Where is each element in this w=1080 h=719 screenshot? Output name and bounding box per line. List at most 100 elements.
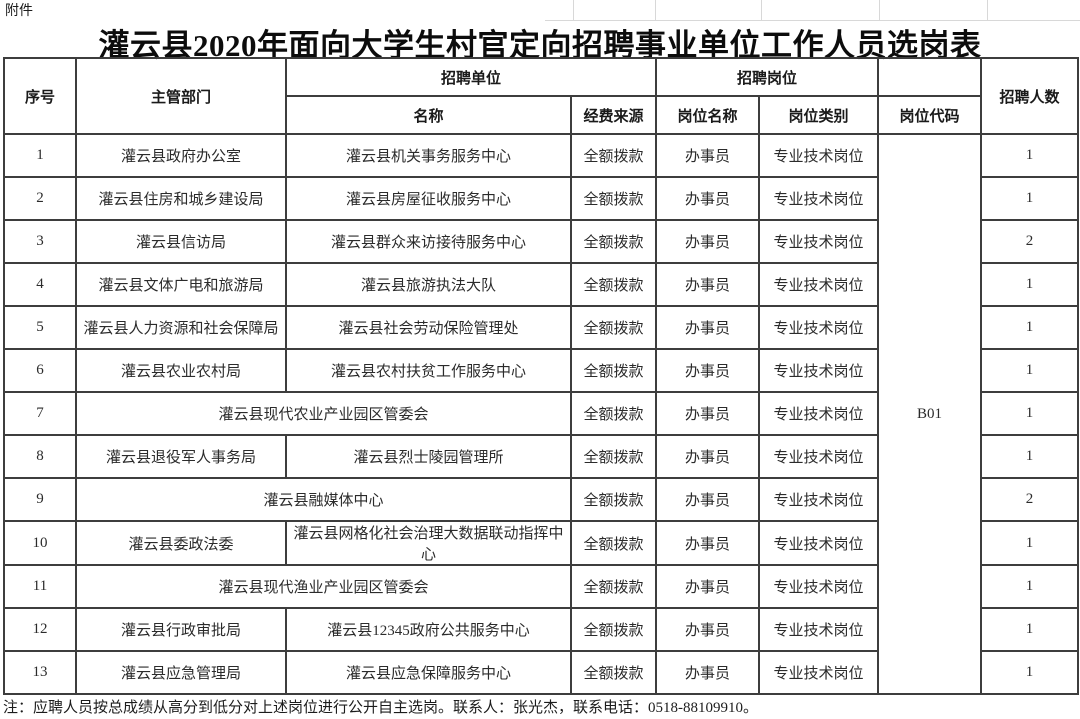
post-cell: 办事员 <box>655 219 761 264</box>
header-post-name: 岗位名称 <box>655 95 761 135</box>
table-row: 5 灌云县人力资源和社会保障局 灌云县社会劳动保险管理处 全额拨款 办事员 专业… <box>3 305 1080 350</box>
unit-cell: 灌云县群众来访接待服务中心 <box>285 219 572 264</box>
fund-cell: 全额拨款 <box>569 607 658 652</box>
category-cell: 专业技术岗位 <box>758 650 880 695</box>
post-cell: 办事员 <box>655 391 761 436</box>
count-cell: 1 <box>980 133 1080 178</box>
dept-cell: 灌云县文体广电和旅游局 <box>75 262 287 307</box>
table-row: 8 灌云县退役军人事务局 灌云县烈士陵园管理所 全额拨款 办事员 专业技术岗位 … <box>3 434 1080 479</box>
header-post-group: 招聘岗位 <box>655 57 880 97</box>
header-unit-name: 名称 <box>285 95 572 135</box>
fund-cell: 全额拨款 <box>569 133 658 178</box>
dept-cell: 灌云县委政法委 <box>75 520 287 566</box>
count-cell: 2 <box>980 219 1080 264</box>
gridline-vertical <box>987 0 988 20</box>
table-row: 2 灌云县住房和城乡建设局 灌云县房屋征收服务中心 全额拨款 办事员 专业技术岗… <box>3 176 1080 221</box>
unit-cell: 灌云县网格化社会治理大数据联动指挥中心 <box>285 520 572 566</box>
header-row-1: 序号 主管部门 招聘单位 招聘岗位 招聘人数 <box>3 57 1080 135</box>
post-cell: 办事员 <box>655 520 761 566</box>
category-cell: 专业技术岗位 <box>758 477 880 522</box>
gridline-vertical <box>879 0 880 20</box>
row-number-cell: 8 <box>3 434 77 479</box>
unit-cell: 灌云县房屋征收服务中心 <box>285 176 572 221</box>
fund-cell: 全额拨款 <box>569 305 658 350</box>
count-cell: 1 <box>980 348 1080 393</box>
gridline-vertical <box>655 0 656 20</box>
row-number-cell: 10 <box>3 520 77 566</box>
unit-cell: 灌云县机关事务服务中心 <box>285 133 572 178</box>
table-row: 1 灌云县政府办公室 灌云县机关事务服务中心 全额拨款 办事员 专业技术岗位 B… <box>3 133 1080 695</box>
table-row: 11 灌云县现代渔业产业园区管委会 全额拨款 办事员 专业技术岗位 1 <box>3 564 1080 609</box>
category-cell: 专业技术岗位 <box>758 305 880 350</box>
row-number-cell: 12 <box>3 607 77 652</box>
count-cell: 2 <box>980 477 1080 522</box>
fund-cell: 全额拨款 <box>569 650 658 695</box>
gridline-vertical <box>573 0 574 20</box>
header-row-2: 名称 经费来源 岗位名称 岗位类别 岗位代码 <box>4 95 1078 135</box>
category-cell: 专业技术岗位 <box>758 348 880 393</box>
gridline-horizontal <box>545 20 1080 21</box>
post-cell: 办事员 <box>655 564 761 609</box>
category-cell: 专业技术岗位 <box>758 133 880 178</box>
row-number-cell: 9 <box>3 477 77 522</box>
fund-cell: 全额拨款 <box>569 564 658 609</box>
dept-cell: 灌云县政府办公室 <box>75 133 287 178</box>
post-cell: 办事员 <box>655 305 761 350</box>
row-number-cell: 6 <box>3 348 77 393</box>
fund-cell: 全额拨款 <box>569 262 658 307</box>
unit-cell: 灌云县社会劳动保险管理处 <box>285 305 572 350</box>
category-cell: 专业技术岗位 <box>758 262 880 307</box>
dept-cell: 灌云县信访局 <box>75 219 287 264</box>
dept-unit-merged-cell: 灌云县现代渔业产业园区管委会 <box>75 564 572 609</box>
row-number-cell: 7 <box>3 391 77 436</box>
category-cell: 专业技术岗位 <box>758 520 880 566</box>
table-row: 7 灌云县现代农业产业园区管委会 全额拨款 办事员 专业技术岗位 1 <box>3 391 1080 436</box>
post-cell: 办事员 <box>655 477 761 522</box>
post-cell: 办事员 <box>655 434 761 479</box>
count-cell: 1 <box>980 391 1080 436</box>
category-cell: 专业技术岗位 <box>758 176 880 221</box>
category-cell: 专业技术岗位 <box>758 564 880 609</box>
category-cell: 专业技术岗位 <box>758 219 880 264</box>
fund-cell: 全额拨款 <box>569 176 658 221</box>
position-code-cell: B01 <box>877 133 983 695</box>
unit-cell: 灌云县12345政府公共服务中心 <box>285 607 572 652</box>
row-number-cell: 13 <box>3 650 77 695</box>
count-cell: 1 <box>980 305 1080 350</box>
attachment-label: 附件 <box>5 4 33 19</box>
count-cell: 1 <box>980 520 1080 566</box>
post-cell: 办事员 <box>655 176 761 221</box>
header-no: 序号 <box>3 57 77 135</box>
dept-cell: 灌云县人力资源和社会保障局 <box>75 305 287 350</box>
fund-cell: 全额拨款 <box>569 520 658 566</box>
count-cell: 1 <box>980 564 1080 609</box>
dept-cell: 灌云县应急管理局 <box>75 650 287 695</box>
count-cell: 1 <box>980 176 1080 221</box>
post-cell: 办事员 <box>655 607 761 652</box>
category-cell: 专业技术岗位 <box>758 434 880 479</box>
unit-cell: 灌云县旅游执法大队 <box>285 262 572 307</box>
table-row: 12 灌云县行政审批局 灌云县12345政府公共服务中心 全额拨款 办事员 专业… <box>3 607 1080 652</box>
count-cell: 1 <box>980 434 1080 479</box>
fund-cell: 全额拨款 <box>569 219 658 264</box>
post-cell: 办事员 <box>655 262 761 307</box>
table-row: 13 灌云县应急管理局 灌云县应急保障服务中心 全额拨款 办事员 专业技术岗位 … <box>3 650 1080 695</box>
table-row: 6 灌云县农业农村局 灌云县农村扶贫工作服务中心 全额拨款 办事员 专业技术岗位… <box>3 348 1080 393</box>
count-cell: 1 <box>980 607 1080 652</box>
unit-cell: 灌云县烈士陵园管理所 <box>285 434 572 479</box>
dept-cell: 灌云县农业农村局 <box>75 348 287 393</box>
category-cell: 专业技术岗位 <box>758 607 880 652</box>
row-number-cell: 11 <box>3 564 77 609</box>
count-cell: 1 <box>980 650 1080 695</box>
dept-cell: 灌云县行政审批局 <box>75 607 287 652</box>
header-post-code: 岗位代码 <box>877 95 983 135</box>
unit-cell: 灌云县应急保障服务中心 <box>285 650 572 695</box>
table-row: 10 灌云县委政法委 灌云县网格化社会治理大数据联动指挥中心 全额拨款 办事员 … <box>3 520 1080 566</box>
category-cell: 专业技术岗位 <box>758 391 880 436</box>
fund-cell: 全额拨款 <box>569 434 658 479</box>
header-post-category: 岗位类别 <box>758 95 880 135</box>
table-row: 9 灌云县融媒体中心 全额拨款 办事员 专业技术岗位 2 <box>3 477 1080 522</box>
table-row: 4 灌云县文体广电和旅游局 灌云县旅游执法大队 全额拨款 办事员 专业技术岗位 … <box>3 262 1080 307</box>
dept-cell: 灌云县退役军人事务局 <box>75 434 287 479</box>
fund-cell: 全额拨款 <box>569 348 658 393</box>
